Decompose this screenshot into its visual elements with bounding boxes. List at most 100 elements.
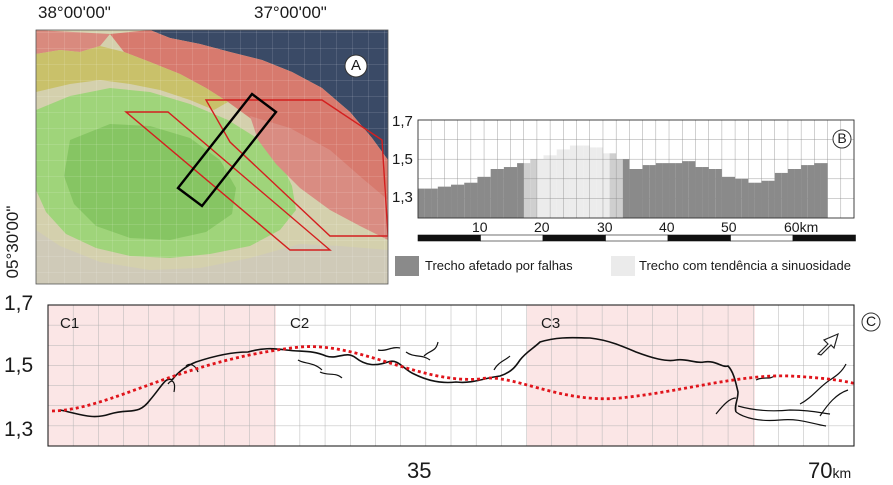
panel-c-ytick-1-3: 1,3 [4,418,34,441]
river-tributaries [167,341,511,393]
profile-bar [682,161,689,218]
profile-bar [748,182,755,218]
panel-a-label: A [350,57,361,74]
legend-sinuous-label: Trecho com tendência a sinuosidade [639,258,851,273]
scale-bar-segment [730,234,794,242]
profile-bar [807,165,815,218]
profile-bar [517,163,524,218]
profile-bar [563,149,570,218]
profile-bar [523,163,531,218]
segment-c2-label: C2 [290,315,310,332]
panel-c-frame [47,304,855,447]
panel-c-xtick-35: 35 [407,458,432,483]
profile-bar [708,169,716,218]
profile-bar [569,145,577,218]
panel-b-ytick-1-5: 1,5 [392,151,413,168]
longitude-label-east: 37°00'00" [254,3,327,22]
panel-b-label-circle [832,129,852,149]
profile-bar [728,176,736,218]
profile-bar [536,159,544,218]
panel-a-label-circle [344,54,368,78]
profile-bar [602,153,610,218]
panel-b-xtick: 60km [784,219,819,235]
profile-bar [424,188,432,218]
fault-zone-corridor [204,99,388,237]
profile-bar [431,188,438,218]
scale-bar-segment [417,234,481,242]
profile-bar [814,163,821,218]
panel-b-xtick: 40 [659,219,675,235]
panel-b-ytick-1-7: 1,7 [392,113,413,130]
segment-c3-label: C3 [541,315,561,332]
scale-bar-segment [605,234,669,242]
profile-bar [622,159,630,218]
panel-a-map [36,30,388,284]
panel-c-xtick-70: 70km [808,458,852,483]
profile-bar [688,161,696,218]
panel-c-ytick-1-5: 1,5 [4,354,34,377]
scale-bar-segment [792,234,856,242]
panel-b-bars [418,145,828,218]
profile-bar [510,167,518,218]
legend-sinuous-swatch [611,256,635,276]
profile-bar [451,184,458,218]
profile-bar [616,159,623,218]
profile-bar [794,169,802,218]
panel-b-xtick: 10 [472,219,488,235]
river-course [59,336,739,418]
profile-bar [768,180,775,218]
profile-bar [556,149,564,218]
profile-bar [444,186,452,218]
profile-bar [702,167,709,218]
profile-bar [781,172,788,218]
profile-bar [695,167,703,218]
profile-bar [662,163,670,218]
profile-bar [636,169,643,218]
profile-bar [721,176,729,218]
north-arrow-icon [816,332,839,356]
panel-b-frame [417,119,855,219]
panel-c-profile [47,304,881,447]
panel-b-xtick: 30 [597,219,613,235]
segment-c3-shade [527,305,755,446]
map-frame [35,29,389,285]
profile-bar [583,145,590,218]
profile-bar [596,147,603,218]
scale-bar-segment [667,234,731,242]
profile-bar [490,169,498,218]
longitude-label-west: 38°00'00" [38,3,111,22]
profile-bar [484,176,491,218]
profile-bar [801,165,808,218]
profile-bar [503,167,511,218]
panel-c-label-circle [861,312,881,332]
profile-bar [543,155,551,218]
profile-bar [715,169,722,218]
sinuosity-trend-line [51,345,857,413]
panel-c-x-unit: km [832,465,852,481]
profile-bar [642,165,650,218]
profile-bar [418,188,425,218]
panel-b-scale-bar [417,234,856,242]
panel-b-chart [395,119,856,276]
profile-bar [477,176,485,218]
panel-c-ytick-1-7: 1,7 [4,292,34,315]
fault-zone-polygon [124,111,332,251]
segment-c1-label: C1 [60,315,80,332]
profile-bar [497,169,504,218]
legend-fault-swatch [395,256,419,276]
profile-bar [470,182,478,218]
profile-bar [820,163,828,218]
profile-bar [754,182,762,218]
map-grid [36,30,388,284]
profile-bar [530,159,537,218]
profile-bar [589,147,597,218]
profile-bar [655,163,663,218]
scale-bar-segment [480,234,544,242]
profile-bar [774,172,782,218]
panel-b-ytick-1-3: 1,3 [392,189,413,206]
profile-bar [629,169,636,218]
profile-bar [649,165,656,218]
profile-bar [787,169,795,218]
profile-bar [576,145,584,218]
